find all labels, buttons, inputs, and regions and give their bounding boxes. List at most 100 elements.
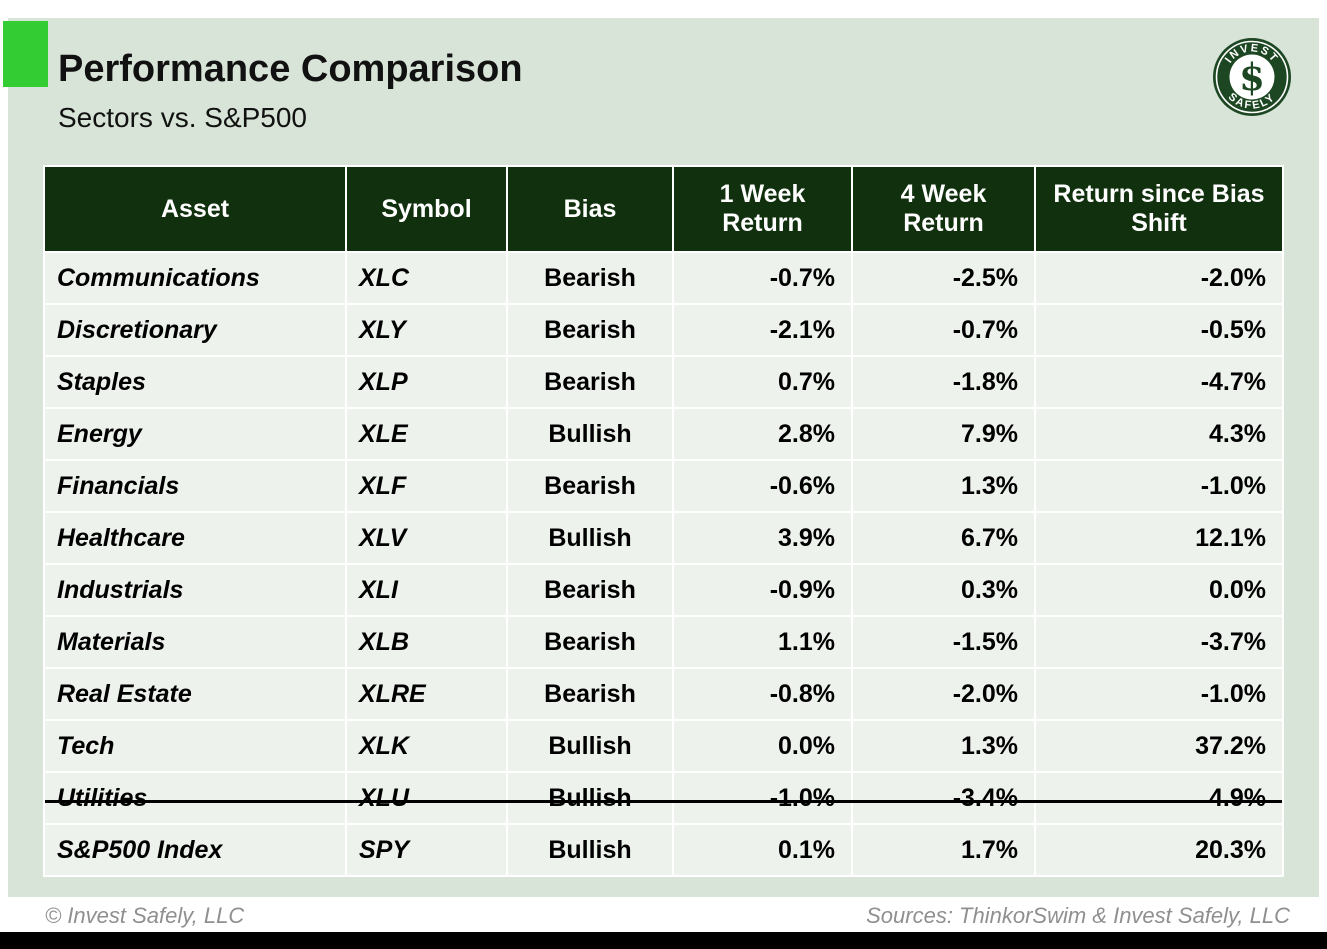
bias-cell: Bullish [508,825,672,875]
column-header-bias: Bias [508,167,672,251]
asset-cell: Healthcare [45,513,345,563]
logo-monogram: $ [1239,55,1265,99]
asset-cell: Materials [45,617,345,667]
week1-return-cell: 2.8% [674,409,851,459]
index-separator-line [45,800,1282,803]
week4-return-cell: 1.3% [853,721,1034,771]
invest-safely-logo: INVEST SAFELY $ [1213,38,1291,116]
bias-cell: Bearish [508,357,672,407]
week1-return-cell: 0.0% [674,721,851,771]
performance-comparison-table: Asset Symbol Bias 1 Week Return 4 Week R… [43,165,1284,877]
symbol-cell: XLRE [347,669,506,719]
symbol-cell: XLV [347,513,506,563]
asset-cell: Tech [45,721,345,771]
column-header-asset: Asset [45,167,345,251]
return-since-bias-shift-cell: -4.7% [1036,357,1282,407]
bias-cell: Bearish [508,669,672,719]
page-title: Performance Comparison [58,48,523,90]
week1-return-cell: -0.9% [674,565,851,615]
week1-return-cell: 3.9% [674,513,851,563]
logo-ring [1215,40,1289,114]
bottom-bar [0,932,1327,949]
bias-cell: Bullish [508,409,672,459]
column-header-return-since-bias-shift: Return since Bias Shift [1036,167,1282,251]
week4-return-cell: -1.5% [853,617,1034,667]
table-row: Staples XLP Bearish 0.7% -1.8% -4.7% [45,357,1282,407]
asset-cell: Industrials [45,565,345,615]
footer-sources: Sources: ThinkorSwim & Invest Safely, LL… [866,903,1290,928]
symbol-cell: XLK [347,721,506,771]
column-header-4-week-return: 4 Week Return [853,167,1034,251]
return-since-bias-shift-cell: -1.0% [1036,461,1282,511]
symbol-cell: SPY [347,825,506,875]
logo-inner-disc [1229,54,1275,100]
bias-cell: Bearish [508,305,672,355]
symbol-cell: XLF [347,461,506,511]
table-row: Communications XLC Bearish -0.7% -2.5% -… [45,253,1282,303]
week4-return-cell: -0.7% [853,305,1034,355]
return-since-bias-shift-cell: 37.2% [1036,721,1282,771]
return-since-bias-shift-cell: 4.3% [1036,409,1282,459]
asset-cell: Energy [45,409,345,459]
table-row: Discretionary XLY Bearish -2.1% -0.7% -0… [45,305,1282,355]
bias-cell: Bullish [508,773,672,823]
bias-cell: Bearish [508,565,672,615]
bias-cell: Bearish [508,461,672,511]
week1-return-cell: 1.1% [674,617,851,667]
return-since-bias-shift-cell: -2.0% [1036,253,1282,303]
week1-return-cell: -1.0% [674,773,851,823]
return-since-bias-shift-cell: 20.3% [1036,825,1282,875]
table-row: Financials XLF Bearish -0.6% 1.3% -1.0% [45,461,1282,511]
return-since-bias-shift-cell: 0.0% [1036,565,1282,615]
asset-cell: Communications [45,253,345,303]
accent-square [3,21,48,87]
table-row: S&P500 Index SPY Bullish 0.1% 1.7% 20.3% [45,825,1282,875]
asset-cell: Real Estate [45,669,345,719]
week4-return-cell: 7.9% [853,409,1034,459]
week4-return-cell: 0.3% [853,565,1034,615]
table-row: Materials XLB Bearish 1.1% -1.5% -3.7% [45,617,1282,667]
performance-table: Asset Symbol Bias 1 Week Return 4 Week R… [43,165,1284,877]
return-since-bias-shift-cell: 4.9% [1036,773,1282,823]
asset-cell: Financials [45,461,345,511]
week4-return-cell: 6.7% [853,513,1034,563]
table-row: Healthcare XLV Bullish 3.9% 6.7% 12.1% [45,513,1282,563]
week1-return-cell: -0.7% [674,253,851,303]
table-row: Energy XLE Bullish 2.8% 7.9% 4.3% [45,409,1282,459]
table-row: Utilities XLU Bullish -1.0% -3.4% 4.9% [45,773,1282,823]
week1-return-cell: 0.7% [674,357,851,407]
return-since-bias-shift-cell: 12.1% [1036,513,1282,563]
return-since-bias-shift-cell: -1.0% [1036,669,1282,719]
symbol-cell: XLU [347,773,506,823]
asset-cell: Staples [45,357,345,407]
return-since-bias-shift-cell: -0.5% [1036,305,1282,355]
table-row: Real Estate XLRE Bearish -0.8% -2.0% -1.… [45,669,1282,719]
bias-cell: Bearish [508,253,672,303]
column-header-symbol: Symbol [347,167,506,251]
table-row: Industrials XLI Bearish -0.9% 0.3% 0.0% [45,565,1282,615]
symbol-cell: XLY [347,305,506,355]
bias-cell: Bearish [508,617,672,667]
week1-return-cell: -0.6% [674,461,851,511]
symbol-cell: XLP [347,357,506,407]
week4-return-cell: -3.4% [853,773,1034,823]
bias-cell: Bullish [508,513,672,563]
week4-return-cell: 1.7% [853,825,1034,875]
asset-cell: Discretionary [45,305,345,355]
header-row: Asset Symbol Bias 1 Week Return 4 Week R… [45,167,1282,251]
table-row: Tech XLK Bullish 0.0% 1.3% 37.2% [45,721,1282,771]
page-subtitle: Sectors vs. S&P500 [58,102,308,133]
column-header-1-week-return: 1 Week Return [674,167,851,251]
footer-copyright: © Invest Safely, LLC [45,903,245,928]
symbol-cell: XLB [347,617,506,667]
symbol-cell: XLC [347,253,506,303]
week4-return-cell: -2.5% [853,253,1034,303]
symbol-cell: XLI [347,565,506,615]
week1-return-cell: -2.1% [674,305,851,355]
asset-cell: Utilities [45,773,345,823]
asset-cell: S&P500 Index [45,825,345,875]
week4-return-cell: 1.3% [853,461,1034,511]
bias-cell: Bullish [508,721,672,771]
week4-return-cell: -1.8% [853,357,1034,407]
